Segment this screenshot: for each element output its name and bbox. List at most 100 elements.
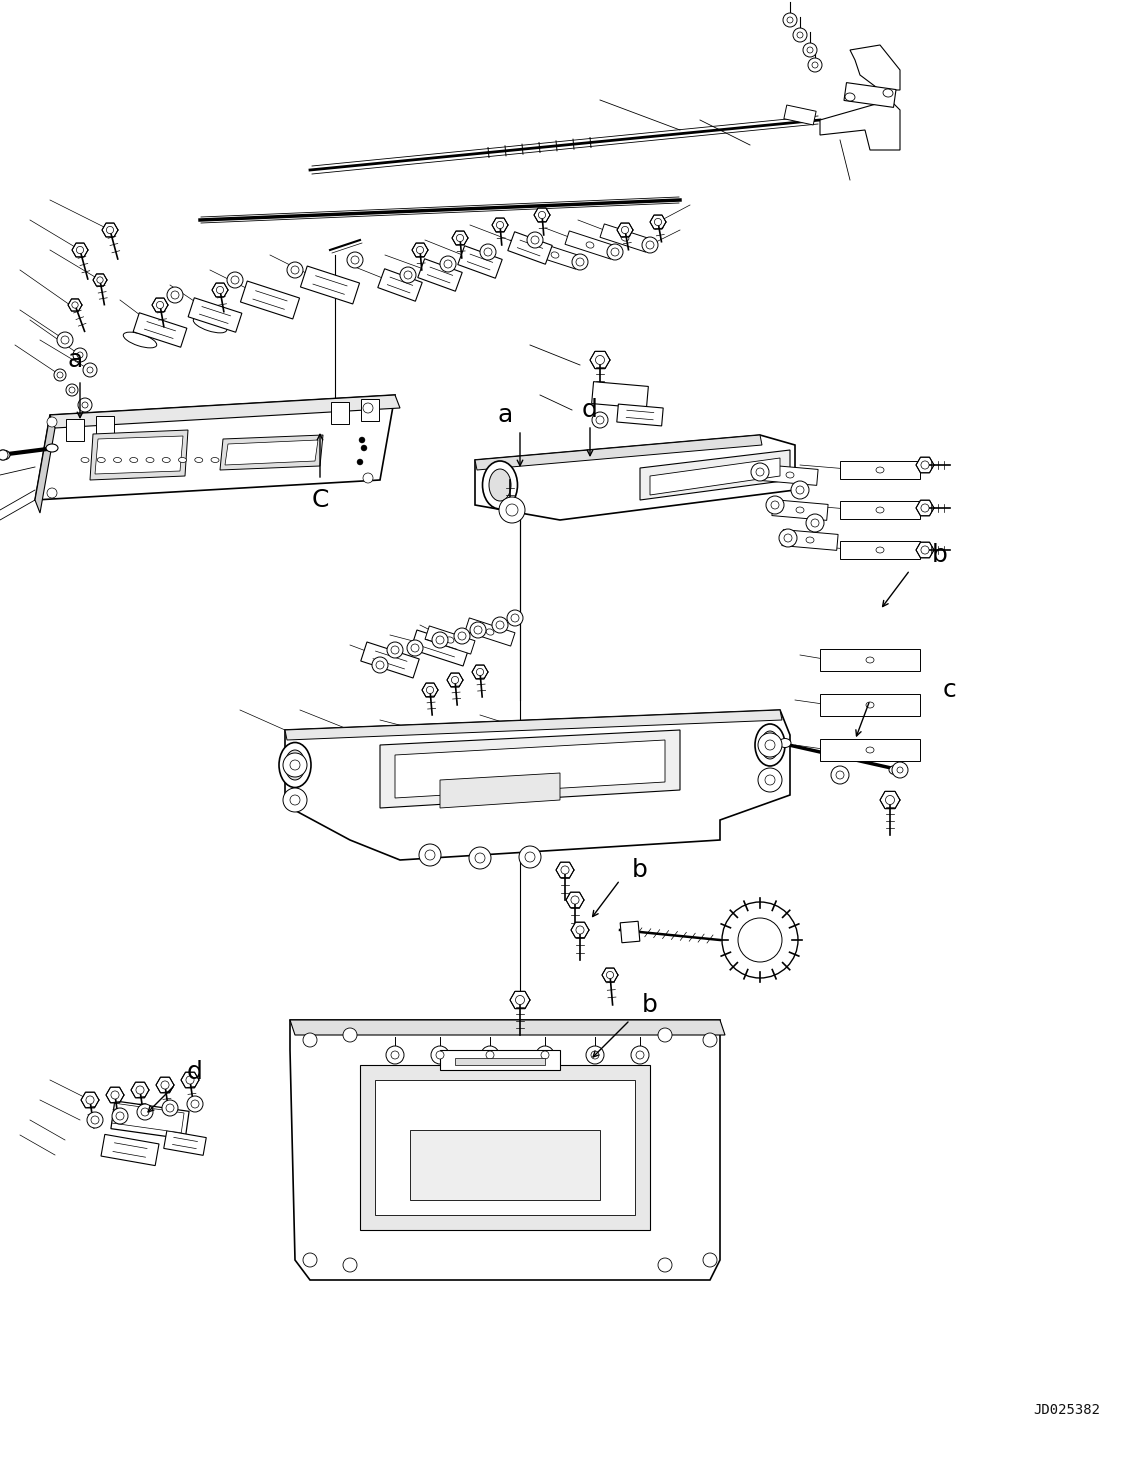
Ellipse shape xyxy=(193,318,227,332)
Polygon shape xyxy=(395,740,665,798)
Circle shape xyxy=(592,412,608,428)
Bar xyxy=(301,267,359,305)
Circle shape xyxy=(343,1257,357,1272)
Circle shape xyxy=(454,628,470,644)
Text: b: b xyxy=(642,994,658,1017)
Ellipse shape xyxy=(0,450,10,460)
Bar xyxy=(133,313,187,347)
Circle shape xyxy=(73,348,87,361)
Circle shape xyxy=(91,1116,99,1123)
Bar xyxy=(592,382,648,408)
Polygon shape xyxy=(650,457,780,495)
Bar xyxy=(112,1103,184,1132)
Bar xyxy=(530,240,580,270)
Polygon shape xyxy=(72,243,88,256)
Polygon shape xyxy=(290,1020,720,1281)
Polygon shape xyxy=(36,415,55,513)
Ellipse shape xyxy=(284,750,305,779)
Circle shape xyxy=(507,610,523,627)
Circle shape xyxy=(783,13,797,28)
Polygon shape xyxy=(556,863,574,877)
Circle shape xyxy=(646,240,654,249)
Bar xyxy=(820,648,920,672)
Bar xyxy=(820,694,920,715)
Polygon shape xyxy=(36,395,395,500)
Text: d: d xyxy=(187,1061,203,1084)
Bar xyxy=(600,224,650,252)
Circle shape xyxy=(136,1085,145,1094)
Circle shape xyxy=(756,468,764,476)
Circle shape xyxy=(497,221,504,229)
Ellipse shape xyxy=(786,472,794,478)
Polygon shape xyxy=(156,1077,174,1093)
Bar xyxy=(840,460,920,479)
Ellipse shape xyxy=(486,629,494,635)
Polygon shape xyxy=(447,673,463,686)
Circle shape xyxy=(411,644,419,651)
Polygon shape xyxy=(510,991,530,1008)
Ellipse shape xyxy=(876,468,884,474)
Circle shape xyxy=(372,657,388,673)
Bar xyxy=(844,83,896,108)
Bar xyxy=(458,246,502,278)
Circle shape xyxy=(771,501,779,508)
Circle shape xyxy=(427,686,434,694)
Ellipse shape xyxy=(489,469,512,501)
Circle shape xyxy=(87,367,93,373)
Circle shape xyxy=(499,497,525,523)
Circle shape xyxy=(407,640,423,656)
Polygon shape xyxy=(535,208,551,221)
Circle shape xyxy=(595,356,604,364)
Circle shape xyxy=(469,847,491,868)
Ellipse shape xyxy=(866,657,874,663)
Circle shape xyxy=(436,1050,444,1059)
Ellipse shape xyxy=(866,747,874,753)
Circle shape xyxy=(290,761,301,769)
Circle shape xyxy=(561,865,569,874)
Circle shape xyxy=(526,232,543,248)
Polygon shape xyxy=(565,892,584,908)
Circle shape xyxy=(492,616,508,632)
Circle shape xyxy=(806,514,824,532)
Polygon shape xyxy=(617,223,633,237)
Circle shape xyxy=(416,246,423,254)
Polygon shape xyxy=(475,436,762,471)
Bar xyxy=(411,629,469,666)
Circle shape xyxy=(391,645,399,654)
Circle shape xyxy=(793,28,807,42)
Polygon shape xyxy=(220,436,323,471)
Circle shape xyxy=(86,1096,94,1104)
Circle shape xyxy=(631,1046,649,1064)
Ellipse shape xyxy=(483,460,517,508)
Ellipse shape xyxy=(551,252,559,258)
Circle shape xyxy=(642,237,658,254)
Polygon shape xyxy=(452,232,468,245)
Bar xyxy=(361,399,379,421)
Bar xyxy=(465,618,515,645)
Circle shape xyxy=(779,529,797,546)
Circle shape xyxy=(440,256,457,272)
Polygon shape xyxy=(412,243,428,256)
Circle shape xyxy=(391,1050,399,1059)
Circle shape xyxy=(892,762,908,778)
Circle shape xyxy=(921,460,929,469)
Circle shape xyxy=(475,852,485,863)
Circle shape xyxy=(217,287,224,294)
Ellipse shape xyxy=(806,538,814,543)
Circle shape xyxy=(481,1046,499,1064)
Circle shape xyxy=(78,398,92,412)
Circle shape xyxy=(518,847,541,868)
Circle shape xyxy=(359,437,365,443)
Circle shape xyxy=(111,1091,119,1099)
Circle shape xyxy=(432,632,448,648)
Ellipse shape xyxy=(195,457,203,462)
Circle shape xyxy=(192,1100,198,1107)
Circle shape xyxy=(457,235,463,242)
Circle shape xyxy=(362,404,373,412)
Circle shape xyxy=(765,775,775,785)
Circle shape xyxy=(0,450,8,460)
Bar xyxy=(111,1101,189,1139)
Circle shape xyxy=(811,519,819,527)
Ellipse shape xyxy=(146,457,154,462)
Bar xyxy=(418,259,462,291)
